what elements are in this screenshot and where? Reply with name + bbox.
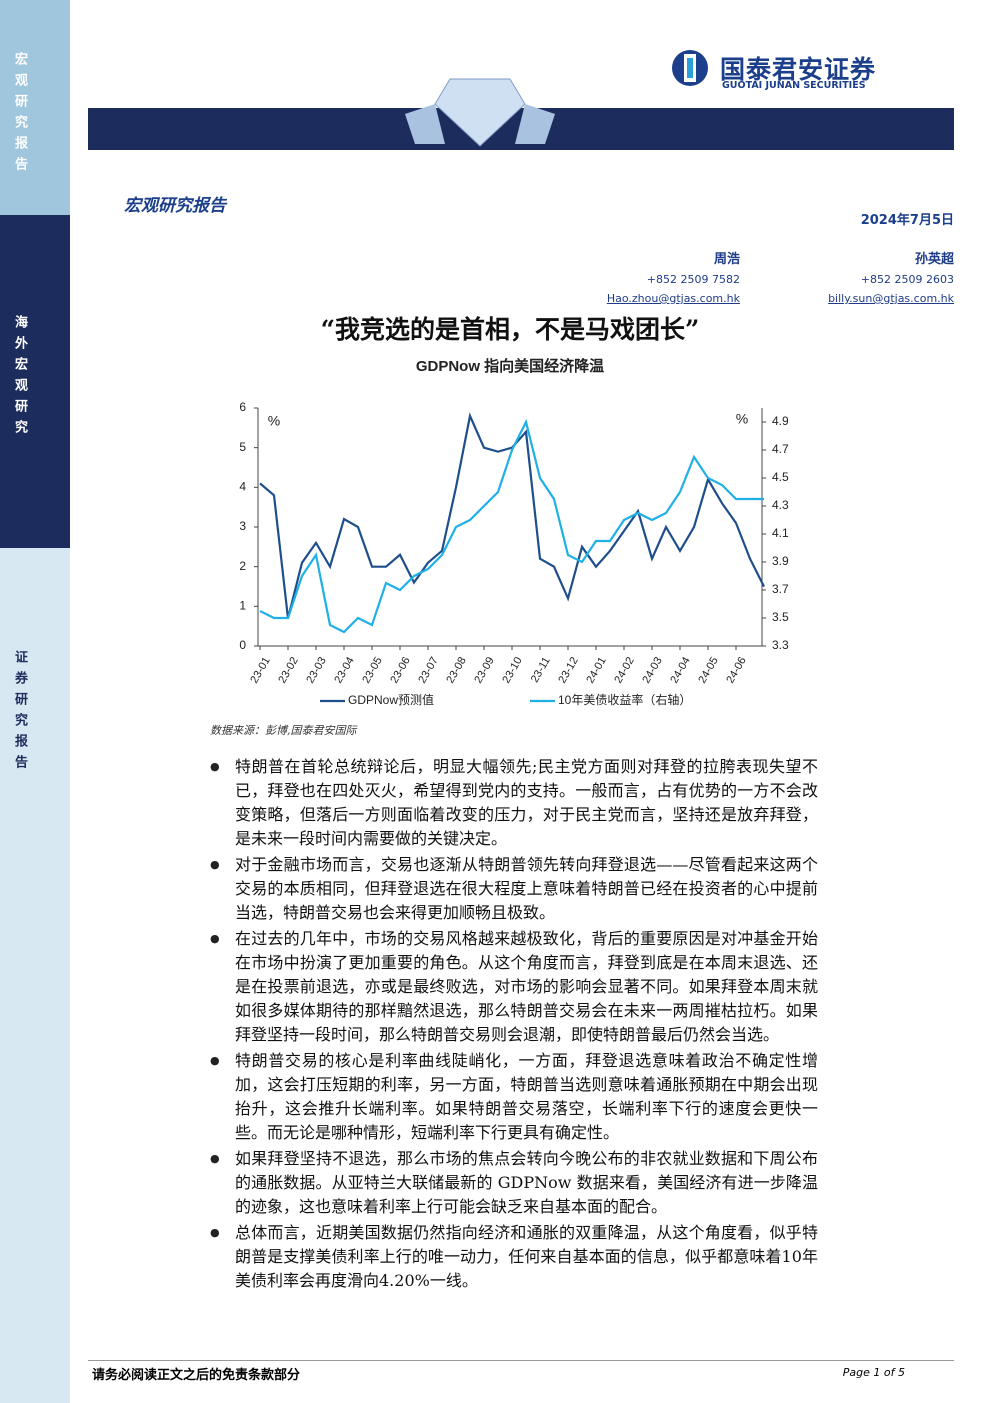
section-label: 宏观研究报告: [124, 196, 226, 216]
y2-tick-label: 4.3: [772, 498, 789, 512]
x-tick-label: 23-04: [332, 655, 356, 685]
author-name: 孙英超: [914, 252, 954, 267]
author-phone: +852 2509 2603: [860, 273, 954, 286]
y-tick-label: 3: [239, 519, 246, 533]
footer-rule: [88, 1360, 954, 1361]
source-note: 数据来源：彭博,国泰君安国际: [210, 724, 357, 737]
banner-diamonds: [405, 78, 555, 147]
bullet-paragraph: 在过去的几年中，市场的交易风格越来越极致化，背后的重要原因是对冲基金开始在市场中…: [210, 927, 818, 1047]
data-line: [259, 418, 764, 634]
y2-tick-label: 4.7: [772, 442, 789, 456]
x-tick-label: 23-01: [248, 655, 272, 685]
y2-tick-label: 3.9: [772, 554, 789, 568]
author-name: 周浩: [713, 252, 740, 267]
legend-label: 10年美债收益率（右轴）: [558, 692, 691, 707]
chart: GDPNow 指向美国经济降温 % % 0 1 2 3 4 5 6 3.3 3.5 3.7 3.9 4…: [239, 357, 789, 707]
bullet-paragraph: 如果拜登坚持不退选，那么市场的焦点会转向今晚公布的非农就业数据和下周公布的通胀数…: [210, 1147, 818, 1219]
x-tick-label: 23-06: [388, 655, 412, 685]
author-phone: +852 2509 7582: [646, 273, 740, 286]
footer-disclaimer: 请务必阅读正文之后的免责条款部分: [92, 1368, 301, 1383]
sidebar-text: 宏观研究报告: [12, 52, 27, 178]
date: 2024年7月5日: [860, 213, 954, 228]
sidebar-middle: 海外宏观研究: [0, 215, 70, 548]
sidebar-text: 证券研究报告: [12, 650, 27, 776]
y2-tick-label: 4.9: [772, 414, 789, 428]
x-tick-label: 23-05: [360, 655, 384, 685]
bullet-paragraph: 特朗普交易的核心是利率曲线陡峭化，一方面，拜登退选意味着政治不确定性增加，这会打…: [210, 1049, 818, 1145]
logo-en: GUOTAI JUNAN SECURITIES: [722, 80, 866, 91]
x-tick-label: 23-07: [416, 655, 440, 685]
x-tick-label: 23-09: [472, 655, 496, 685]
sidebar-text: 海外宏观研究: [12, 315, 27, 441]
y2-tick-label: 3.5: [772, 610, 789, 624]
x-tick-label: 24-03: [640, 655, 664, 685]
y-tick-label: 0: [239, 638, 246, 652]
sidebar-top: 宏观研究报告: [0, 0, 70, 215]
bullet-paragraph: 特朗普在首轮总统辩论后，明显大幅领先;民主党方面则对拜登的拉胯表现失望不已，拜登…: [210, 755, 818, 851]
x-tick-label: 23-11: [529, 655, 553, 685]
y2-tick-label: 3.7: [772, 582, 789, 596]
page-number: Page 1 of 5: [842, 1366, 905, 1379]
y-tick-label: 5: [239, 440, 246, 454]
bullet-list: 特朗普在首轮总统辩论后，明显大幅领先;民主党方面则对拜登的拉胯表现失望不已，拜登…: [210, 755, 818, 1295]
x-tick-label: 24-05: [696, 655, 720, 685]
y-tick-label: 2: [239, 559, 246, 573]
chart-title: GDPNow 指向美国经济降温: [416, 357, 604, 375]
author-email[interactable]: Hao.zhou@gtjas.com.hk: [606, 292, 740, 305]
bullet-paragraph: 总体而言，近期美国数据仍然指向经济和通胀的双重降温，从这个角度看，似乎特朗普是支…: [210, 1221, 818, 1293]
sidebar-bottom: 证券研究报告: [0, 548, 70, 1403]
x-tick-label: 24-06: [724, 655, 748, 685]
doc-title: “我竞选的是首相，不是马戏团长”: [320, 315, 700, 344]
x-tick-label: 23-10: [500, 655, 524, 685]
data-line: [259, 412, 765, 619]
author-email[interactable]: billy.sun@gtjas.com.hk: [828, 292, 954, 305]
x-tick-label: 24-01: [584, 655, 608, 685]
x-tick-label: 24-04: [668, 655, 692, 685]
y2-tick-label: 4.5: [772, 470, 789, 484]
y-tick-label: 4: [239, 480, 246, 494]
y2-axis-label: %: [736, 411, 748, 427]
x-tick-label: 23-08: [444, 655, 468, 685]
x-tick-label: 23-12: [556, 655, 580, 685]
y2-tick-label: 4.1: [772, 526, 789, 540]
legend-label: GDPNow预测值: [348, 692, 434, 707]
x-tick-label: 23-02: [276, 655, 300, 685]
x-tick-label: 23-03: [304, 655, 328, 685]
y-axis-label: %: [268, 413, 280, 429]
logo-cn: 国泰君安证券: [720, 55, 877, 84]
y2-tick-label: 3.3: [772, 638, 789, 652]
y-tick-label: 1: [239, 599, 246, 613]
x-tick-label: 24-02: [612, 655, 636, 685]
bullet-paragraph: 对于金融市场而言，交易也逐渐从特朗普领先转向拜登退选——尽管看起来这两个交易的本…: [210, 853, 818, 925]
logo-icon: [672, 50, 708, 86]
y-tick-label: 6: [239, 400, 246, 414]
